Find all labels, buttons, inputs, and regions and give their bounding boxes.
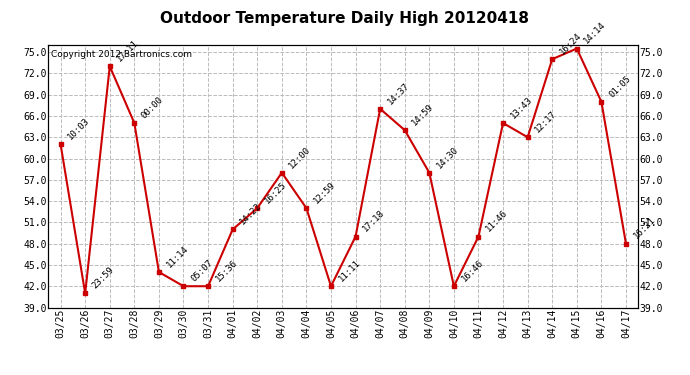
Text: 14:59: 14:59 [411, 102, 435, 128]
Text: 16:21: 16:21 [631, 216, 657, 241]
Text: 14:14: 14:14 [582, 20, 608, 46]
Text: 16:25: 16:25 [263, 180, 288, 206]
Text: 14:30: 14:30 [435, 144, 460, 170]
Text: 14:22: 14:22 [238, 201, 264, 226]
Text: 12:59: 12:59 [312, 180, 337, 206]
Text: 13:43: 13:43 [509, 95, 534, 120]
Text: 05:07: 05:07 [189, 258, 215, 284]
Text: 10:03: 10:03 [66, 116, 92, 141]
Text: Outdoor Temperature Daily High 20120418: Outdoor Temperature Daily High 20120418 [161, 11, 529, 26]
Text: 23:59: 23:59 [90, 265, 116, 291]
Text: 17:18: 17:18 [361, 209, 386, 234]
Text: 14:37: 14:37 [386, 81, 411, 106]
Text: 00:00: 00:00 [140, 95, 166, 120]
Text: Copyright 2012 Bartronics.com: Copyright 2012 Bartronics.com [51, 50, 193, 59]
Text: 15:36: 15:36 [214, 258, 239, 284]
Text: 12:17: 12:17 [533, 109, 559, 135]
Text: 17:11: 17:11 [115, 38, 141, 63]
Text: 11:14: 11:14 [164, 244, 190, 269]
Text: 12:00: 12:00 [287, 144, 313, 170]
Text: 11:46: 11:46 [484, 209, 509, 234]
Text: 16:46: 16:46 [460, 258, 485, 284]
Text: 16:24: 16:24 [558, 31, 583, 56]
Text: 01:05: 01:05 [607, 74, 632, 99]
Text: 11:11: 11:11 [337, 258, 362, 284]
